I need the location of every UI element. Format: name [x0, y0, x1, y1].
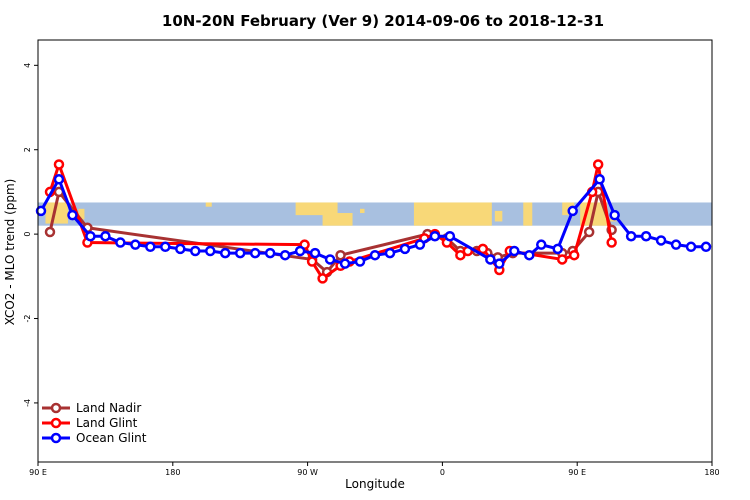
data-point — [67, 209, 78, 221]
data-point — [249, 247, 261, 259]
data-point — [264, 247, 276, 259]
data-point — [35, 205, 47, 217]
land-patch — [322, 213, 353, 226]
series-ocean-glint — [35, 174, 712, 269]
data-point — [625, 230, 637, 242]
data-point — [477, 243, 489, 255]
land-patch — [494, 210, 503, 222]
data-point — [606, 237, 617, 248]
land-patch — [45, 202, 68, 224]
data-point — [609, 209, 620, 221]
data-point — [317, 273, 328, 284]
data-point — [494, 258, 505, 269]
data-point — [552, 243, 563, 255]
data-point — [115, 237, 126, 248]
land-patch — [523, 202, 533, 226]
data-point — [175, 243, 186, 255]
data-point — [279, 249, 291, 261]
x-tick-label: 90 E — [29, 468, 47, 477]
data-point — [204, 245, 216, 257]
data-point — [53, 174, 65, 185]
data-point — [294, 245, 306, 257]
legend-marker — [50, 417, 62, 429]
data-point — [524, 249, 535, 261]
data-point — [429, 230, 441, 242]
data-point — [670, 239, 682, 250]
legend-marker — [50, 402, 62, 414]
data-point — [655, 235, 667, 246]
y-tick-label: 0 — [23, 232, 32, 237]
ocean-band — [38, 202, 712, 226]
data-point — [399, 243, 411, 255]
data-point — [485, 254, 496, 265]
data-point — [583, 226, 595, 238]
legend-marker — [50, 432, 62, 444]
x-tick-label: 180 — [704, 468, 719, 477]
data-point — [324, 254, 336, 265]
data-point — [509, 245, 520, 257]
land-patch — [205, 202, 212, 207]
data-point — [700, 241, 712, 253]
data-point — [369, 249, 381, 261]
data-point — [556, 254, 568, 265]
data-point — [339, 258, 351, 269]
data-point — [594, 174, 605, 185]
data-point — [145, 241, 156, 253]
data-point — [100, 230, 111, 242]
data-point — [190, 245, 201, 257]
x-tick-label: 90 W — [297, 468, 318, 477]
data-point — [44, 226, 56, 238]
data-point — [568, 249, 580, 261]
y-axis-label: XCO2 - MLO trend (ppm) — [3, 179, 17, 326]
land-patch — [295, 202, 338, 216]
plot-frame — [37, 39, 713, 463]
y-tick-label: 2 — [23, 147, 32, 152]
data-point — [685, 241, 697, 253]
data-point — [85, 230, 96, 242]
x-tick-label: 0 — [440, 468, 445, 477]
data-point — [444, 230, 456, 242]
legend-label: Land Nadir — [76, 401, 141, 415]
x-axis: 90 E 180 90 W 0 90 E 180 — [29, 462, 720, 477]
data-point — [234, 247, 246, 259]
land-patch — [360, 208, 365, 214]
data-point — [160, 241, 171, 253]
data-point — [130, 239, 141, 250]
series-layer — [35, 159, 712, 284]
data-point — [335, 249, 346, 261]
x-axis-label: Longitude — [345, 477, 405, 491]
data-point — [53, 159, 65, 170]
data-point — [414, 239, 426, 250]
data-point — [640, 230, 652, 242]
y-tick-label: 4 — [23, 63, 32, 68]
data-point — [567, 205, 578, 217]
data-point — [219, 247, 231, 259]
y-tick-label: -4 — [23, 399, 32, 407]
x-tick-label: 90 E — [568, 468, 586, 477]
y-axis: -4 -2 0 2 4 — [23, 63, 38, 407]
land-patch — [413, 202, 492, 226]
data-point — [309, 247, 321, 259]
x-tick-label: 180 — [165, 468, 180, 477]
chart-title: 10N-20N February (Ver 9) 2014-09-06 to 2… — [162, 12, 604, 30]
data-point — [354, 256, 366, 267]
data-point — [455, 249, 466, 261]
plot-area — [35, 39, 713, 463]
data-point — [306, 256, 318, 267]
data-point — [536, 239, 547, 250]
land-patch — [78, 208, 85, 220]
legend-label: Ocean Glint — [76, 431, 147, 445]
y-tick-label: -2 — [23, 315, 32, 323]
data-point — [592, 159, 604, 170]
legend-label: Land Glint — [76, 416, 138, 430]
data-point — [384, 247, 396, 259]
series-land-glint — [44, 159, 617, 284]
